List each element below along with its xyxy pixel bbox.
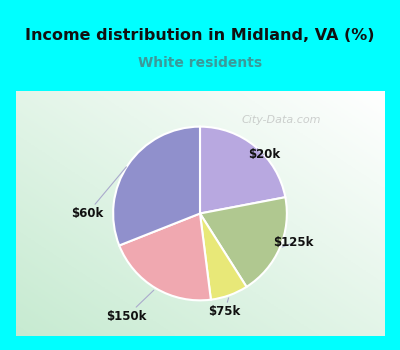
Text: $60k: $60k bbox=[71, 167, 126, 220]
Wedge shape bbox=[200, 197, 287, 287]
Wedge shape bbox=[200, 127, 285, 214]
Wedge shape bbox=[119, 214, 211, 300]
Text: White residents: White residents bbox=[138, 56, 262, 70]
Wedge shape bbox=[113, 127, 200, 245]
Text: $20k: $20k bbox=[248, 148, 280, 161]
Text: City-Data.com: City-Data.com bbox=[241, 116, 321, 125]
Wedge shape bbox=[200, 214, 246, 300]
Text: Income distribution in Midland, VA (%): Income distribution in Midland, VA (%) bbox=[25, 28, 375, 42]
Text: $125k: $125k bbox=[273, 236, 313, 250]
Text: $75k: $75k bbox=[208, 298, 241, 318]
Text: $150k: $150k bbox=[106, 290, 154, 323]
